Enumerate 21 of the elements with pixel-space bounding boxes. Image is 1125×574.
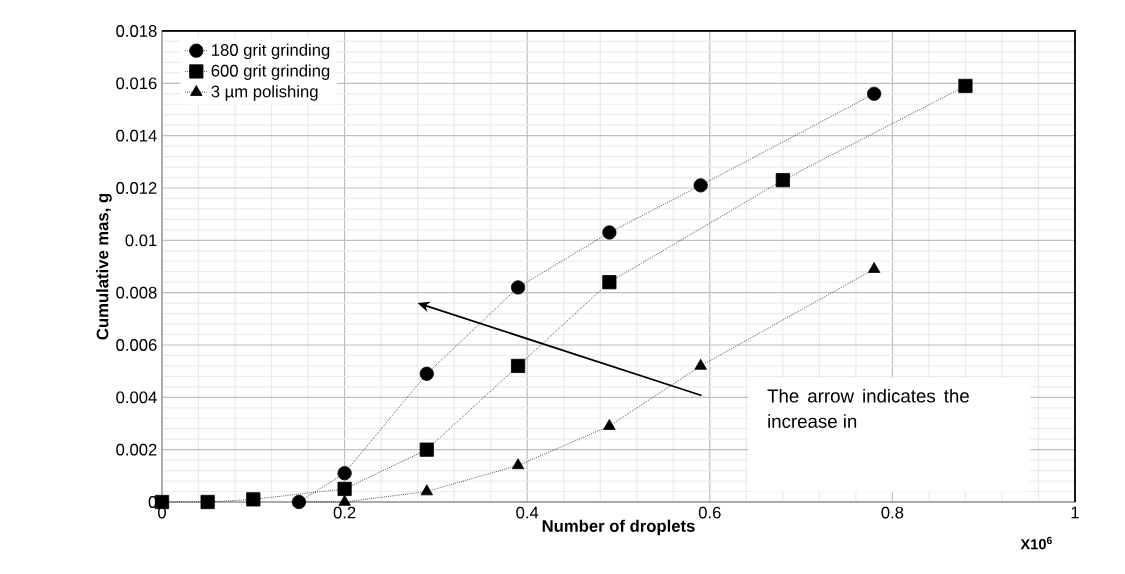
x-tick-label: 1 (1071, 506, 1079, 519)
text: X10$^{6}$ (1020, 536, 1052, 550)
y-tick-label: 0.004 (116, 391, 157, 404)
y-tick-label: 0.018 (116, 25, 157, 37)
legend-label: 3 µm polishing (211, 85, 318, 101)
y-tick-label: 0.014 (116, 129, 157, 142)
x-tick-label: 0.4 (516, 506, 539, 519)
x-axis-title: Number of droplets (542, 519, 695, 536)
y-tick-label: 0.01 (125, 234, 157, 247)
y-tick-label: 0.006 (116, 339, 157, 351)
legend-label: 600 grit grinding (211, 64, 330, 80)
x-tick-label: 0.8 (881, 506, 904, 519)
y-tick-label: 0.008 (116, 286, 157, 299)
y-tick-label: 0.012 (116, 182, 157, 194)
y-tick-label: 0.016 (116, 77, 157, 90)
x-tick-label: 0.2 (333, 506, 356, 519)
legend-label: 180 grit grinding (212, 43, 330, 60)
annotation: The arrow indicates the increase in (767, 388, 969, 428)
y-axis-title: Cumulative mas, g (96, 193, 112, 340)
y-tick-label: 0.002 (116, 443, 157, 456)
x-tick-label: 0.6 (698, 506, 721, 519)
